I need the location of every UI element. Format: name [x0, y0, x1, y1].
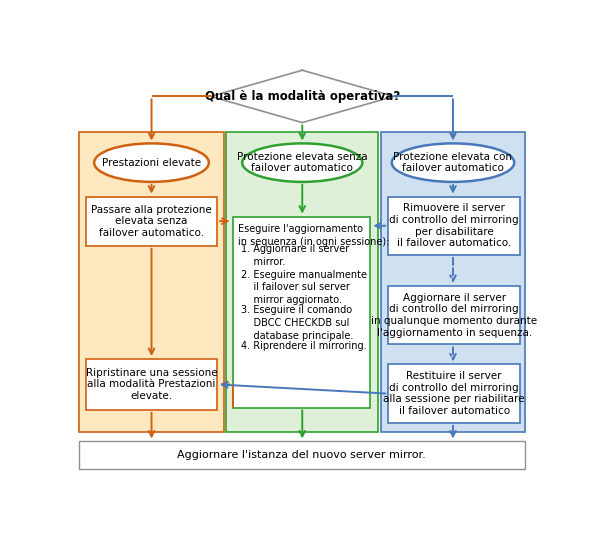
Ellipse shape [392, 144, 514, 182]
Ellipse shape [94, 144, 209, 182]
Bar [233, 217, 370, 407]
Text: Qual è la modalità operativa?: Qual è la modalità operativa? [204, 90, 400, 103]
Text: 4. Riprendere il mirroring.: 4. Riprendere il mirroring. [241, 341, 366, 350]
Text: 3. Eseguire il comando
    DBCC CHECKDB sul
    database principale.: 3. Eseguire il comando DBCC CHECKDB sul … [241, 305, 353, 341]
Bar [381, 132, 525, 432]
Bar [388, 364, 520, 423]
Text: Protezione elevata senza
failover automatico: Protezione elevata senza failover automa… [237, 152, 368, 174]
Text: Ripristinare una sessione
alla modalità Prestazioni
elevate.: Ripristinare una sessione alla modalità … [86, 368, 217, 401]
Text: Eseguire l'aggiornamento
in sequenza (in ogni sessione):: Eseguire l'aggiornamento in sequenza (in… [238, 224, 389, 247]
Text: Rimuovere il server
di controllo del mirroring
per disabilitare
il failover auto: Rimuovere il server di controllo del mir… [389, 203, 519, 248]
Text: Restituire il server
di controllo del mirroring
alla sessione per riabilitare
il: Restituire il server di controllo del mi… [383, 371, 525, 416]
Bar [388, 197, 520, 255]
Text: 1. Aggiornare il server
    mirror.: 1. Aggiornare il server mirror. [241, 244, 349, 267]
Bar [79, 442, 525, 469]
Text: Prestazioni elevate: Prestazioni elevate [102, 158, 201, 168]
Bar [388, 286, 520, 344]
Bar [226, 132, 378, 432]
Polygon shape [211, 70, 393, 123]
Text: Aggiornare il server
di controllo del mirroring
in qualunque momento durante
l'a: Aggiornare il server di controllo del mi… [371, 293, 537, 337]
Bar [79, 132, 224, 432]
Text: Passare alla protezione
elevata senza
failover automatico.: Passare alla protezione elevata senza fa… [91, 205, 212, 238]
Bar [86, 197, 217, 246]
Text: Aggiornare l'istanza del nuovo server mirror.: Aggiornare l'istanza del nuovo server mi… [177, 450, 426, 460]
Text: Protezione elevata con
failover automatico: Protezione elevata con failover automati… [393, 152, 512, 174]
Bar [86, 359, 217, 410]
Text: 2. Eseguire manualmente
    il failover sul server
    mirror aggiornato.: 2. Eseguire manualmente il failover sul … [241, 270, 367, 305]
Ellipse shape [242, 144, 362, 182]
